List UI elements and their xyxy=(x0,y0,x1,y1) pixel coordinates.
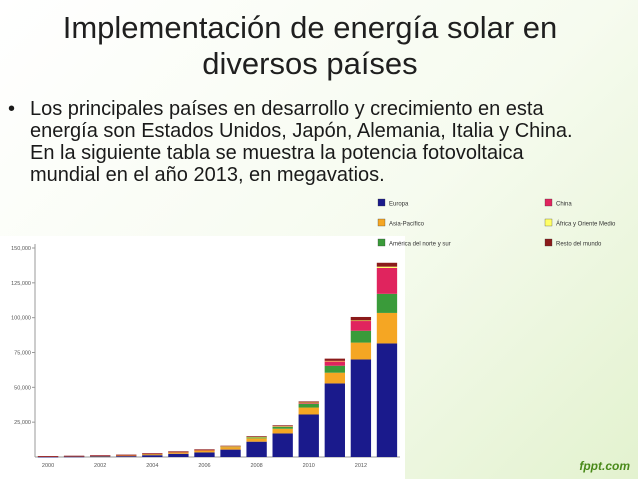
y-tick-label: 125,000 xyxy=(11,281,31,287)
bar-segment xyxy=(272,426,293,429)
bar-segment xyxy=(350,316,372,321)
bar-segment xyxy=(168,451,189,452)
bar-segment xyxy=(90,455,111,456)
bar-segment xyxy=(324,372,345,384)
bar-segment xyxy=(376,293,398,313)
x-tick-label: 2012 xyxy=(355,463,367,469)
legend-swatch xyxy=(544,198,553,207)
legend-swatch xyxy=(377,238,386,247)
bar-segment xyxy=(350,359,372,457)
legend-swatch xyxy=(377,218,386,227)
bar-segment xyxy=(116,456,137,457)
legend-label: América del norte y sur xyxy=(389,242,451,248)
bar-segment xyxy=(168,453,189,457)
bar-segment xyxy=(194,450,215,453)
bar-segment xyxy=(324,365,345,373)
legend-swatch xyxy=(377,198,386,207)
bar-segment xyxy=(298,402,319,404)
bar-segment xyxy=(376,267,398,294)
bullet-text: Los principales países en desarrollo y c… xyxy=(30,98,573,186)
legend-label: Europa xyxy=(389,202,409,208)
bar-segment xyxy=(298,414,319,457)
bar-segment xyxy=(116,454,137,456)
bar-segment xyxy=(350,321,372,331)
legend-label: Resto del mundo xyxy=(556,242,602,248)
bar-segment xyxy=(272,433,293,457)
bar-segment xyxy=(246,441,267,457)
legend-label: China xyxy=(556,202,572,208)
bar-segment xyxy=(324,383,345,457)
x-tick-label: 2008 xyxy=(250,463,262,469)
bar-segment xyxy=(350,320,372,322)
bar-segment xyxy=(376,312,398,344)
y-tick-label: 25,000 xyxy=(14,420,31,426)
y-tick-label: 75,000 xyxy=(14,351,31,357)
bar-segment xyxy=(350,342,372,360)
bar-segment xyxy=(194,449,215,450)
x-tick-label: 2004 xyxy=(146,463,158,469)
bar-segment xyxy=(272,425,293,427)
slide-title: Implementación de energía solar en diver… xyxy=(62,10,558,81)
y-tick-label: 100,000 xyxy=(11,316,31,322)
chart-svg: 25,000 50,000 75,000 100,000 125,000 150,000 2… xyxy=(0,198,616,479)
bar-segment xyxy=(376,343,398,457)
legend-label: África y Oriente Medio xyxy=(556,221,616,228)
bar-segment xyxy=(376,262,398,267)
bar-segment xyxy=(376,266,398,268)
bar-segment xyxy=(142,453,163,456)
bar-segment xyxy=(220,445,241,447)
fppt-logo: fppt.com xyxy=(579,459,630,473)
bar-segment xyxy=(168,452,189,454)
bullet-point: • Los principales países en desarrollo y… xyxy=(8,98,578,186)
bar-segment xyxy=(298,401,319,403)
stacked-bar-chart: 25,000 50,000 75,000 100,000 125,000 150,000 2… xyxy=(0,192,638,479)
x-tick-label: 2002 xyxy=(94,463,106,469)
bar-segment xyxy=(324,361,345,366)
bar-segment xyxy=(246,437,267,439)
bar-segment xyxy=(246,436,267,437)
legend-swatch xyxy=(544,218,553,227)
bar-segment xyxy=(168,451,189,453)
legend-label: Asia-Pacífico xyxy=(389,222,425,228)
bar-segment xyxy=(298,403,319,408)
bar-segment xyxy=(194,452,215,457)
bar-segment xyxy=(63,456,85,458)
legend-swatch xyxy=(544,238,553,247)
y-tick-label: 150,000 xyxy=(11,246,31,252)
bar-segment xyxy=(272,428,293,434)
bar-segment xyxy=(90,456,111,458)
bar-segment xyxy=(220,449,241,457)
bar-segment xyxy=(37,456,59,457)
x-tick-label: 2000 xyxy=(42,463,54,469)
bar-segment xyxy=(37,456,59,458)
bar-segment xyxy=(324,360,345,362)
bar-segment xyxy=(63,455,85,457)
bar-segment xyxy=(350,330,372,343)
bar-segment xyxy=(116,455,137,457)
bar-segment xyxy=(194,449,215,451)
bar-segment xyxy=(246,436,267,438)
bar-segment xyxy=(142,453,163,455)
bar-segment xyxy=(246,438,267,442)
bar-segment xyxy=(298,407,319,415)
bullet-dot-icon: • xyxy=(8,98,16,120)
bar-segment xyxy=(142,455,163,457)
bar-segment xyxy=(142,453,163,454)
bar-segment xyxy=(220,446,241,447)
bar-segment xyxy=(324,358,345,361)
y-tick-label: 50,000 xyxy=(14,385,31,391)
bar-segment xyxy=(220,447,241,450)
bar-segment xyxy=(272,426,293,427)
x-tick-label: 2006 xyxy=(198,463,210,469)
bar-segment xyxy=(298,402,319,404)
x-tick-label: 2010 xyxy=(303,463,315,469)
